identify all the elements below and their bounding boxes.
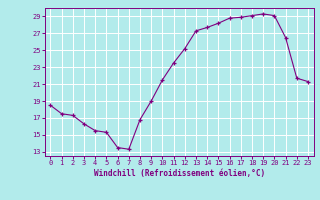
X-axis label: Windchill (Refroidissement éolien,°C): Windchill (Refroidissement éolien,°C) <box>94 169 265 178</box>
